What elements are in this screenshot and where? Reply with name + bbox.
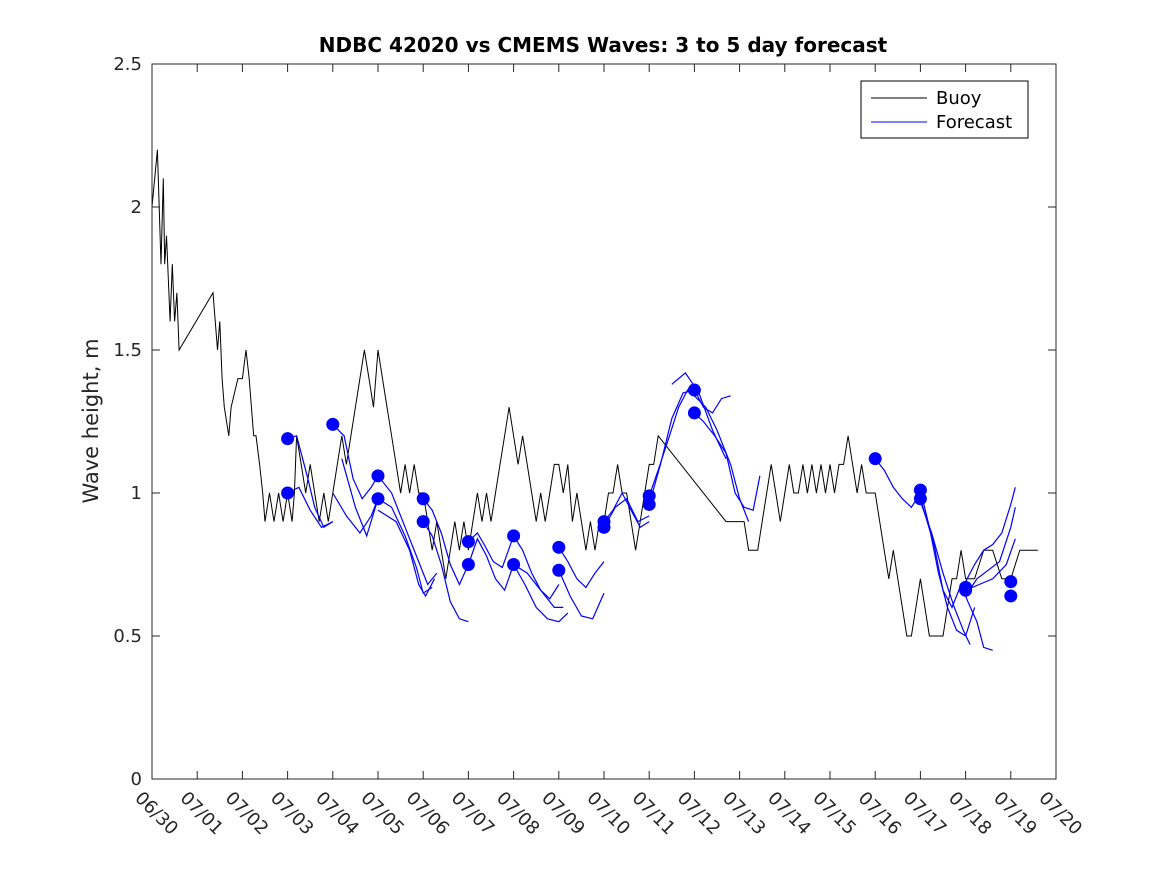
forecast-marker-14 xyxy=(597,520,611,534)
legend-forecast-label: Forecast xyxy=(936,112,1012,133)
forecast-marker-12 xyxy=(552,563,566,577)
forecast-line-27 xyxy=(919,501,971,645)
forecast-marker-4 xyxy=(371,492,385,506)
forecast-line-12 xyxy=(513,535,560,600)
forecast-line-15 xyxy=(558,546,605,589)
forecast-line-4 xyxy=(332,492,379,535)
plot-area xyxy=(152,64,1056,779)
legend-box xyxy=(860,80,1029,139)
forecast-line-6 xyxy=(377,498,433,595)
forecast-line-25 xyxy=(874,458,921,509)
forecast-marker-1 xyxy=(281,486,295,500)
forecast-line-18 xyxy=(603,497,650,528)
legend: Buoy Forecast xyxy=(860,80,1029,139)
forecast-line-31 xyxy=(965,538,1016,591)
forecast-marker-19 xyxy=(868,452,882,466)
forecast-line-20 xyxy=(648,389,695,505)
series-layer xyxy=(151,149,1038,651)
forecast-line-0 xyxy=(287,435,334,529)
forecast-line-16 xyxy=(558,569,605,620)
forecast-marker-23 xyxy=(959,583,973,597)
forecast-line-22 xyxy=(693,412,761,511)
forecast-marker-3 xyxy=(371,469,385,483)
y-tick-label-2: 1 xyxy=(131,483,142,504)
forecast-line-17 xyxy=(603,491,650,529)
forecast-marker-2 xyxy=(326,417,340,431)
y-tick-label-4: 2 xyxy=(131,197,142,218)
forecast-line-8 xyxy=(422,498,469,586)
forecast-line-1 xyxy=(287,486,334,529)
forecast-line-29 xyxy=(965,487,1016,582)
forecast-line-5 xyxy=(377,475,438,586)
forecast-marker-17 xyxy=(687,383,701,397)
forecast-line-13 xyxy=(513,564,569,623)
forecast-line-2 xyxy=(332,423,379,500)
forecast-line-30 xyxy=(965,507,1016,597)
forecast-line-7 xyxy=(377,509,436,598)
y-axis-label: Wave height, m xyxy=(79,338,103,503)
forecast-marker-10 xyxy=(507,558,521,571)
forecast-marker-11 xyxy=(552,540,566,554)
forecast-marker-5 xyxy=(416,492,430,506)
forecast-marker-9 xyxy=(507,529,521,543)
forecast-line-9 xyxy=(422,521,469,623)
forecast-marker-8 xyxy=(461,558,475,571)
y-tick-label-5: 2.5 xyxy=(113,54,142,75)
legend-buoy-label: Buoy xyxy=(936,88,982,109)
forecast-marker-25 xyxy=(1004,589,1018,603)
forecast-marker-24 xyxy=(1004,575,1018,589)
forecast-line-14 xyxy=(513,563,564,609)
forecast-line-3 xyxy=(341,458,379,538)
chart-title: NDBC 42020 vs CMEMS Waves: 3 to 5 day fo… xyxy=(319,33,888,57)
y-tick-label-1: 0.5 xyxy=(113,626,142,647)
y-tick-label-3: 1.5 xyxy=(113,340,142,361)
forecast-marker-21 xyxy=(913,492,927,506)
forecast-marker-7 xyxy=(461,535,475,549)
forecast-marker-0 xyxy=(281,432,295,446)
forecast-line-10 xyxy=(467,532,515,569)
forecast-marker-6 xyxy=(416,515,430,529)
forecast-marker-16 xyxy=(642,497,656,511)
buoy-series-line xyxy=(151,149,1038,637)
y-tick-label-0: 0 xyxy=(131,769,142,790)
forecast-line-11 xyxy=(467,537,515,592)
forecast-marker-18 xyxy=(687,406,701,420)
